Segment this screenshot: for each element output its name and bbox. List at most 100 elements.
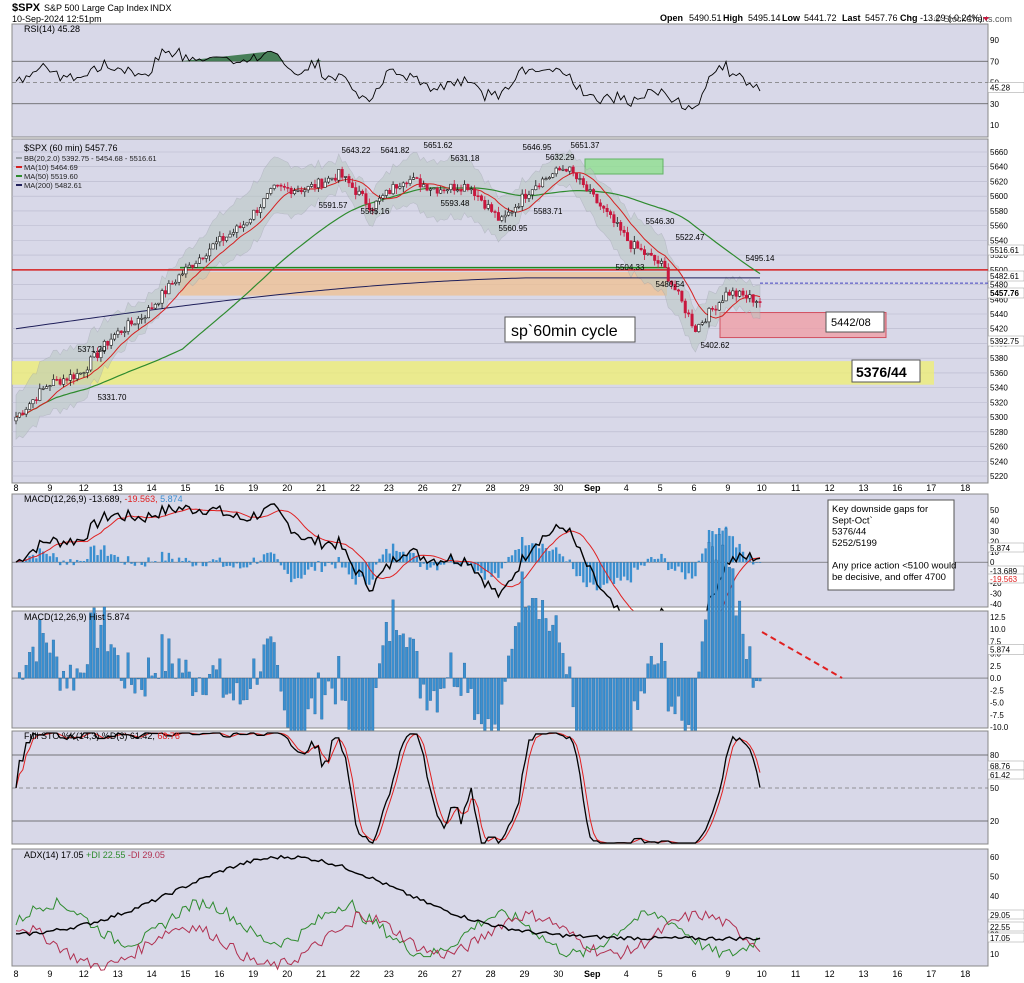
hist-bar [161,634,164,678]
candle [416,178,418,179]
candle [321,179,323,187]
x-tick-label: 21 [316,969,326,979]
macd-hist-bar [52,553,54,562]
hist-bar [337,656,340,678]
macd-hist-bar [497,562,499,578]
hist-bar [745,659,748,678]
x-tick-label: 12 [825,969,835,979]
macd-hist-bar [344,562,346,567]
candle [701,323,703,325]
candle [735,291,737,296]
candle [79,373,81,374]
candle [242,225,244,228]
x-tick-label: 30 [553,969,563,979]
candle [246,223,248,225]
candle [552,174,554,178]
hist-bar [314,678,317,714]
hist-bar [752,678,755,687]
candle [344,176,346,177]
hist-bar [205,678,208,695]
hist-bar [113,648,116,678]
candle [749,295,751,299]
candle [263,198,265,207]
hist-bar [687,678,690,725]
macd-hist-bar [691,562,693,578]
hist-bar [212,665,215,678]
x-tick-label: 5 [658,969,663,979]
candle [225,237,227,240]
note-line: 5252/5199 [832,538,877,549]
candle [681,291,683,301]
candle [304,190,306,192]
hist-bar [59,678,62,690]
x-tick-label: 8 [13,969,18,979]
hist-bar [562,653,565,678]
macd-hist-bar [368,562,370,585]
candle [704,322,706,323]
candle [270,189,272,194]
price-annotation: 5591.57 [319,201,348,210]
macd-hist-bar [382,554,384,562]
hist-bar [402,634,405,678]
x-tick-label: 16 [214,969,224,979]
candle [124,332,126,333]
green-zone [585,159,663,174]
candle [687,313,689,314]
hist-bar [718,534,721,678]
macd-hist-bar [759,562,761,563]
x-tick-label: 27 [452,483,462,493]
svg-text:5495.14: 5495.14 [748,13,781,23]
hist-bar [79,673,82,678]
candle [511,212,513,213]
price-annotation: 5583.71 [534,207,563,216]
macd-hist-bar [263,554,265,562]
hist-bar [52,640,55,678]
macd-hist-bar [287,562,289,574]
candle [168,283,170,294]
candle [28,404,30,410]
macd-hist-bar [494,562,496,573]
hist-bar [89,613,92,678]
legend-entry: MA(50) 5519.60 [24,172,78,181]
candle [256,210,258,212]
macd-hist-bar [650,557,652,562]
candle [181,274,183,275]
hist-bar [708,542,711,678]
macd-hist-bar [575,562,577,576]
macd-tick-label: 30 [990,527,999,536]
hist-bar [178,659,181,678]
hist-bar [650,656,653,678]
hist-bar [181,673,184,678]
hist-bar [219,659,222,678]
hist-bar [524,607,527,678]
hist-bar [681,678,684,720]
hist-title: MACD(12,26,9) Hist 5.874 [24,612,130,622]
x-tick-label: 26 [418,969,428,979]
rsi-panel [12,24,988,137]
candle [174,282,176,283]
candle [677,290,679,291]
hist-bar [127,653,130,678]
macd-hist-bar [147,557,149,562]
macd-hist-bar [232,562,234,567]
macd-hist-bar [599,562,601,588]
macd-right-label: -19.563 [990,575,1018,584]
sto-tick-label: 80 [990,751,999,760]
hist-right-label: 5.874 [990,645,1011,654]
macd-hist-bar [290,562,292,582]
hist-bar [120,678,123,681]
svg-text:sp`60min cycle: sp`60min cycle [511,323,618,340]
x-tick-label: 11 [791,483,800,493]
hist-bar [232,678,235,700]
x-tick-label: 22 [350,969,360,979]
hist-bar [42,633,45,678]
macd-hist-bar [229,562,231,566]
candle [164,291,166,294]
candle [137,318,139,324]
adx-right-label: 17.05 [990,934,1011,943]
x-tick-label: 17 [926,969,936,979]
hist-bar [361,678,364,738]
hist-bar [565,674,568,678]
note-line: be decisive, and offer 4700 [832,572,946,583]
